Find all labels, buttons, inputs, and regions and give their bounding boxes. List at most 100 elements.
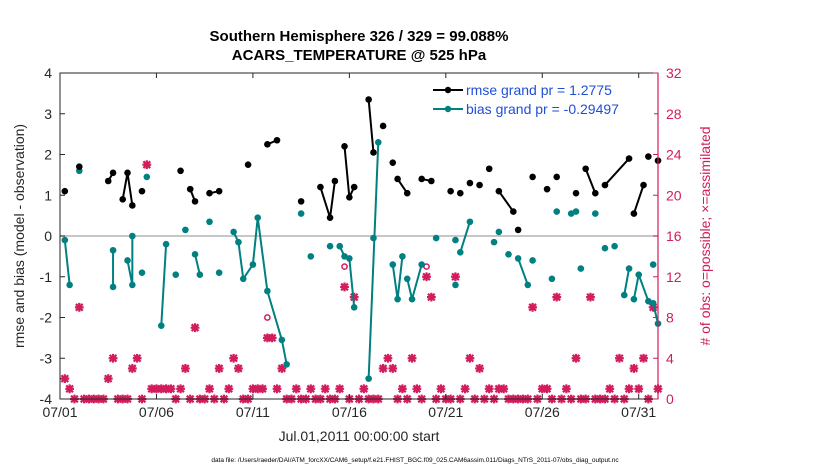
- bias-point: [452, 281, 459, 289]
- bias-point: [394, 295, 401, 303]
- bias-point: [283, 361, 290, 368]
- obs-assimilated-marker: [258, 384, 267, 394]
- rmse-point: [553, 173, 561, 181]
- obs-assimilated-marker: [388, 364, 398, 373]
- obs-assimilated-marker: [127, 364, 137, 373]
- bias-point: [408, 295, 416, 303]
- rmse-point: [350, 183, 358, 191]
- obs-assimilated-marker: [586, 292, 595, 302]
- bias-point: [611, 242, 618, 250]
- obs-assimilated-marker: [229, 353, 239, 363]
- bias-point: [592, 210, 599, 217]
- bias-point: [66, 281, 73, 289]
- bias-point: [635, 271, 643, 279]
- obs-assimilated-marker: [634, 384, 644, 394]
- obs-assimilated-marker: [60, 374, 70, 384]
- obs-assimilated-marker: [190, 323, 200, 333]
- bias-point: [553, 208, 561, 215]
- rmse-point: [601, 181, 609, 189]
- bias-point: [230, 228, 237, 236]
- obs-assimilated-marker: [267, 333, 277, 343]
- rmse-series-line: [498, 190, 515, 213]
- bias-point: [239, 275, 247, 283]
- obs-assimilated-marker: [398, 384, 407, 394]
- obs-assimilated-marker: [234, 364, 243, 373]
- y-tick-label: 1: [44, 187, 52, 203]
- obs-possible-marker: [341, 263, 348, 270]
- bias-point: [196, 271, 204, 279]
- y2-axis-label: # of obs: o=possible; ×=assimilated: [697, 126, 713, 345]
- bias-point: [548, 275, 556, 283]
- y-tick-label: 3: [44, 106, 52, 122]
- obs-assimilated-marker: [214, 364, 224, 373]
- obs-assimilated-marker: [272, 384, 282, 394]
- legend-rmse-label: rmse grand pr = 1.2775: [466, 82, 612, 98]
- rmse-point: [592, 189, 599, 197]
- rmse-point: [206, 189, 213, 197]
- bias-point: [109, 283, 117, 291]
- bias-point: [620, 291, 628, 299]
- rmse-point: [514, 226, 522, 234]
- chart-subtitle: ACARS_TEMPERATURE @ 525 hPa: [232, 47, 487, 64]
- bias-series-line: [459, 221, 471, 253]
- rmse-point: [370, 149, 377, 156]
- obs-assimilated-marker: [629, 364, 639, 373]
- bias-point: [399, 253, 406, 260]
- bias-point: [264, 287, 271, 295]
- rmse-point: [109, 169, 117, 177]
- obs-possible-marker: [264, 314, 271, 321]
- bias-point: [490, 238, 498, 246]
- bias-point: [365, 375, 372, 382]
- bias-series-line: [194, 254, 201, 275]
- bias-point: [109, 246, 117, 254]
- rmse-point: [61, 187, 69, 195]
- legend-bias-marker: [444, 105, 452, 113]
- rmse-point: [582, 165, 589, 173]
- obs-assimilated-marker: [571, 353, 581, 363]
- rmse-point: [394, 175, 401, 183]
- rmse-point: [341, 143, 348, 150]
- bias-point: [138, 269, 146, 276]
- rmse-series-line: [632, 184, 645, 214]
- rmse-point: [124, 169, 131, 177]
- obs-assimilated-marker: [605, 384, 615, 394]
- legend-rmse-marker: [444, 86, 452, 94]
- y2-tick-label: 4: [666, 350, 674, 366]
- rmse-point: [317, 183, 324, 191]
- y2-tick-label: 8: [666, 310, 674, 326]
- rmse-point: [485, 165, 493, 173]
- bias-point: [577, 265, 585, 272]
- bias-point: [374, 138, 382, 146]
- rmse-point: [625, 155, 633, 162]
- rmse-point: [138, 187, 146, 195]
- y-tick-label: -4: [40, 391, 53, 407]
- axis-ticks-layer: 07/01 07/06 07/11 07/16 07/21 07/26 07/31 -4 -3 -…: [40, 65, 682, 420]
- bias-point: [625, 265, 633, 272]
- obs-assimilated-marker: [156, 384, 166, 394]
- bias-point: [403, 275, 411, 283]
- rmse-point: [572, 189, 580, 197]
- bias-point: [157, 322, 165, 329]
- x-tick-label: 07/01: [42, 404, 77, 420]
- data-file-footnote: data file: /Users/raeder/DAI/ATM_forcXX/…: [211, 457, 619, 464]
- rmse-point: [264, 141, 271, 148]
- y2-tick-label: 20: [666, 187, 682, 203]
- y2-tick-label: 28: [666, 106, 682, 122]
- bias-point: [649, 261, 657, 268]
- bias-series-line: [517, 258, 529, 286]
- rmse-point: [543, 185, 551, 193]
- bias-point: [524, 281, 532, 289]
- rmse-point: [365, 96, 372, 103]
- y-tick-label: -3: [40, 350, 53, 366]
- rmse-series-line: [584, 168, 597, 194]
- obs-assimilated-marker: [407, 353, 417, 363]
- y-tick-label: 2: [44, 147, 52, 163]
- rmse-series-layer: [61, 96, 662, 234]
- rmse-point: [645, 153, 652, 160]
- rmse-series-line: [367, 99, 375, 153]
- x-tick-label: 07/21: [428, 404, 463, 420]
- obs-assimilated-marker: [224, 384, 234, 394]
- obs-assimilated-marker: [147, 384, 157, 394]
- obs-assimilated-marker: [291, 384, 301, 394]
- x-tick-label: 07/31: [621, 404, 656, 420]
